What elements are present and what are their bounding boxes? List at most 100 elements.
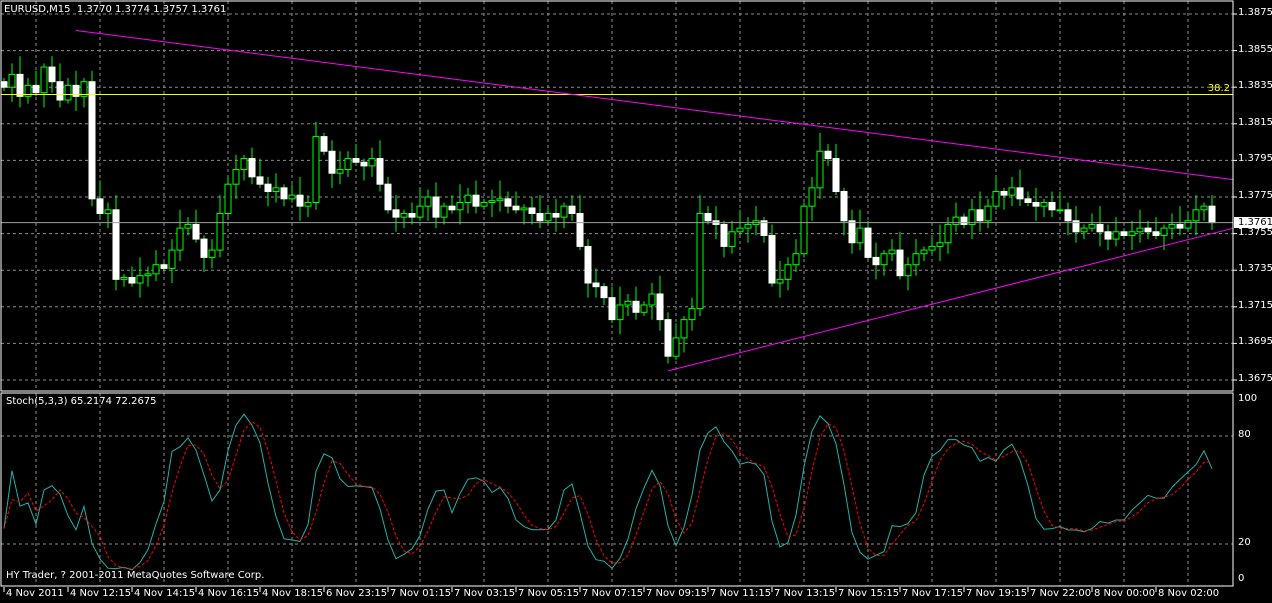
time-label: 4 Nov 2011 [6,588,64,599]
candle-bull [992,191,1000,207]
time-label: 4 Nov 12:15 [70,588,132,599]
indicator-window-frame [0,392,1234,587]
candle-bull [736,227,744,233]
candle-bear [1096,223,1104,233]
candle-bull [184,223,192,229]
candle-bear [352,158,360,163]
candle-bull [912,253,920,266]
candle-bear [568,205,576,214]
candle-bull [288,194,296,200]
candle-bull [1160,227,1168,236]
candle-bull [728,231,736,247]
current-price-label: 1.3761 [1234,216,1272,228]
copyright-text: HY Trader, ? 2001-2011 MetaQuotes Softwa… [6,570,265,581]
candle-bear [840,191,848,222]
price-tick-label: 1.3855 [1238,43,1272,55]
candle-bull [440,205,448,218]
candle-bull [1184,220,1192,229]
candle-bull [1136,227,1144,233]
candle-bear [1144,227,1152,233]
candle-bull [776,278,784,284]
time-label: 7 Nov 22:00 [1030,588,1092,599]
candle-bear [704,212,712,222]
candle-bear [280,187,288,200]
candle-bull [232,169,240,185]
stoch-tick-label: 0 [1238,573,1245,584]
candle-bull [120,277,128,280]
candle-bear [1072,220,1080,233]
candle-bull [968,209,976,225]
candle-bull [952,216,960,225]
candle-bear [16,73,24,97]
time-label: 8 Nov 00:00 [1094,588,1156,599]
price-tick-label: 1.3755 [1238,226,1272,238]
candle-bear [128,277,136,284]
candle-bull [744,223,752,229]
candle-bear [664,319,672,357]
frames [0,0,1234,587]
time-label: 8 Nov 02:00 [1158,588,1220,599]
candle-bear [864,227,872,258]
price-tick-label: 1.3835 [1238,80,1272,92]
candle-bull [208,249,216,258]
candle-bear [200,238,208,258]
ohlc-readout: 1.3770 1.3774 1.3757 1.3761 [76,4,227,15]
candle-bear [1120,231,1128,236]
candle-bull [936,242,944,247]
candle-bull [1168,223,1176,229]
stoch-tick-label: 80 [1238,429,1251,440]
time-label: 7 Nov 17:15 [902,588,964,599]
candle-bear [328,150,336,174]
candle-bear [112,209,120,280]
candle-bear [976,209,984,222]
candle-bull [904,264,912,277]
candle-bull [544,212,552,222]
time-label: 7 Nov 13:15 [774,588,836,599]
candle-bear [1152,231,1160,236]
stoch-label: Stoch(5,3,3) 65.2174 72.2675 [6,396,157,407]
candle-bull [792,253,800,266]
candle-bull [40,66,48,94]
candle-bull [928,245,936,251]
candle-bear [1048,201,1056,211]
candle-bear [1032,201,1040,207]
price-tick-label: 1.3715 [1238,299,1272,311]
candle-bull [488,200,496,203]
candle-bull [624,300,632,306]
candle-bull [8,73,16,88]
main-window-frame [0,0,1234,392]
candle-bull [400,212,408,218]
candle-bear [632,300,640,313]
candle-bear [392,209,400,218]
candle-bull [1040,201,1048,207]
time-label: 4 Nov 18:15 [262,588,324,599]
overlays [1,29,1234,372]
candle-bull [696,212,704,310]
candle-bear [256,176,264,185]
stoch-main-line [3,413,1213,571]
time-label: 7 Nov 09:15 [646,588,708,599]
candle-bear [848,220,856,244]
candle-bear [32,84,40,94]
candle-bull [1080,227,1088,233]
candle-bear [1208,205,1216,224]
candle-bull [1192,209,1200,222]
candle-bull [272,187,280,193]
price-tick-label: 1.3775 [1238,190,1272,201]
candle-bull [464,194,472,203]
candle-bull [480,201,488,207]
candle-bull [816,150,824,189]
stoch-tick-label: 100 [1238,393,1258,404]
candle-bull [984,205,992,222]
candle-bull [920,249,928,255]
candle-bull [136,275,144,284]
candle-bull [648,293,656,306]
time-label: 6 Nov 23:15 [326,588,388,599]
candle-bear [768,234,776,284]
candle-bull [224,183,232,214]
candle-bear [72,84,80,97]
candle-bear [584,245,592,284]
candle-bear [192,223,200,240]
candle-bear [720,223,728,247]
